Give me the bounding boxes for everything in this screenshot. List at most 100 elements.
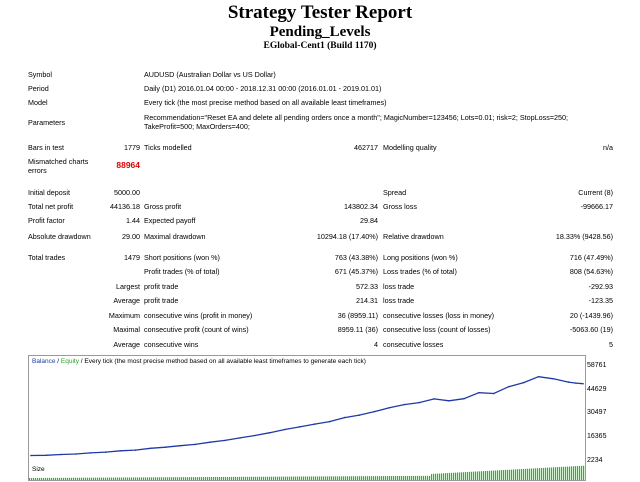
profit-factor-value: 1.44 [126,216,140,225]
size-bar [301,476,303,480]
size-bar [223,476,225,480]
spread-label: Spread [383,188,407,197]
size-bar [349,476,351,480]
size-bar [155,477,157,480]
size-bar [233,476,235,480]
balance-chart-plot [30,375,584,457]
size-bar [431,473,433,480]
size-bar [79,477,81,480]
size-bar [35,477,37,480]
size-bar [109,477,111,480]
size-bar [419,475,421,480]
size-bar [387,476,389,480]
size-bar [99,477,101,480]
size-bar [249,476,251,480]
size-bar [185,477,187,480]
size-bar [305,476,307,480]
size-bar [63,477,65,480]
size-bar [227,476,229,480]
average-consecutive-wins-value: 4 [374,340,378,349]
size-bar [95,477,97,480]
size-bar [355,476,357,480]
ticks-value: 462717 [354,143,378,152]
balance-point [418,401,421,404]
average-loss-value: -123.35 [588,296,613,305]
size-bar [503,470,505,480]
size-bar [433,473,435,480]
size-bar [215,476,217,480]
size-bar [403,475,405,480]
size-bar [513,469,515,480]
balance-point [313,423,316,425]
size-histogram [29,465,585,480]
size-bar [333,476,335,480]
size-bar [423,475,425,480]
size-bar [283,476,285,480]
balance-point [403,403,406,406]
size-bar [299,476,301,480]
size-bar [297,476,299,480]
size-bar [577,466,579,480]
expert-name: Pending_Levels [269,24,371,40]
size-bar [311,476,313,480]
size-bar [347,476,349,480]
size-bar [401,475,403,480]
size-bar [487,470,489,480]
balance-point [448,400,450,402]
size-bar [275,476,277,480]
size-bar [281,476,283,480]
size-bar [113,477,115,480]
size-bar [453,472,455,480]
maximal-consecutive-profit-value: 8959.11 (36) [337,325,378,334]
size-bar [221,476,223,480]
size-bar [451,472,453,480]
maximal-drawdown-label: Maximal drawdown [144,232,206,241]
average-consecutive-losses-label: consecutive losses [383,340,444,349]
size-bar [97,477,99,480]
size-bar [183,477,185,480]
size-bar [261,476,263,480]
balance-point [164,446,167,448]
initial-deposit-value: 5000.00 [114,188,140,197]
total-trades-label: Total trades [28,253,66,262]
max-consecutive-wins-value: 36 (8959.11) [337,311,378,320]
size-bar [421,475,423,480]
size-bar [441,473,443,480]
size-bar [191,477,193,480]
size-bar [337,476,339,480]
size-bar [539,468,541,480]
size-bar [321,476,323,480]
model-value: Every tick (the most precise method base… [144,98,387,107]
size-bar [53,477,55,480]
size-bar [405,475,407,480]
gross-loss-value: -99666.17 [580,202,613,211]
size-bar [411,475,413,480]
size-bar [267,476,269,480]
size-bar [393,476,395,480]
largest-loss-value: -292.93 [588,282,613,291]
size-bar [351,476,353,480]
size-bar [125,477,127,480]
size-bar [547,467,549,480]
absolute-drawdown-label: Absolute drawdown [28,232,91,241]
maximal-consecutive-loss-label: consecutive loss (count of losses) [383,325,491,334]
size-bar [343,476,345,480]
balance-point [104,451,107,453]
size-bar [207,477,209,480]
max-consecutive-wins-label: consecutive wins (profit in money) [144,311,253,320]
size-bar [199,477,201,480]
size-bar [479,471,481,480]
size-bar [375,476,377,480]
size-bar [131,477,133,480]
size-bar [331,476,333,480]
size-bar [341,476,343,480]
size-bar [273,476,275,480]
balance-point [493,392,495,395]
size-bar [391,476,393,480]
largest-label: Largest [116,282,140,291]
size-bar [359,476,361,480]
size-bar [377,476,379,480]
size-bar [473,471,475,480]
size-bar [263,476,265,480]
size-bar [295,476,297,480]
